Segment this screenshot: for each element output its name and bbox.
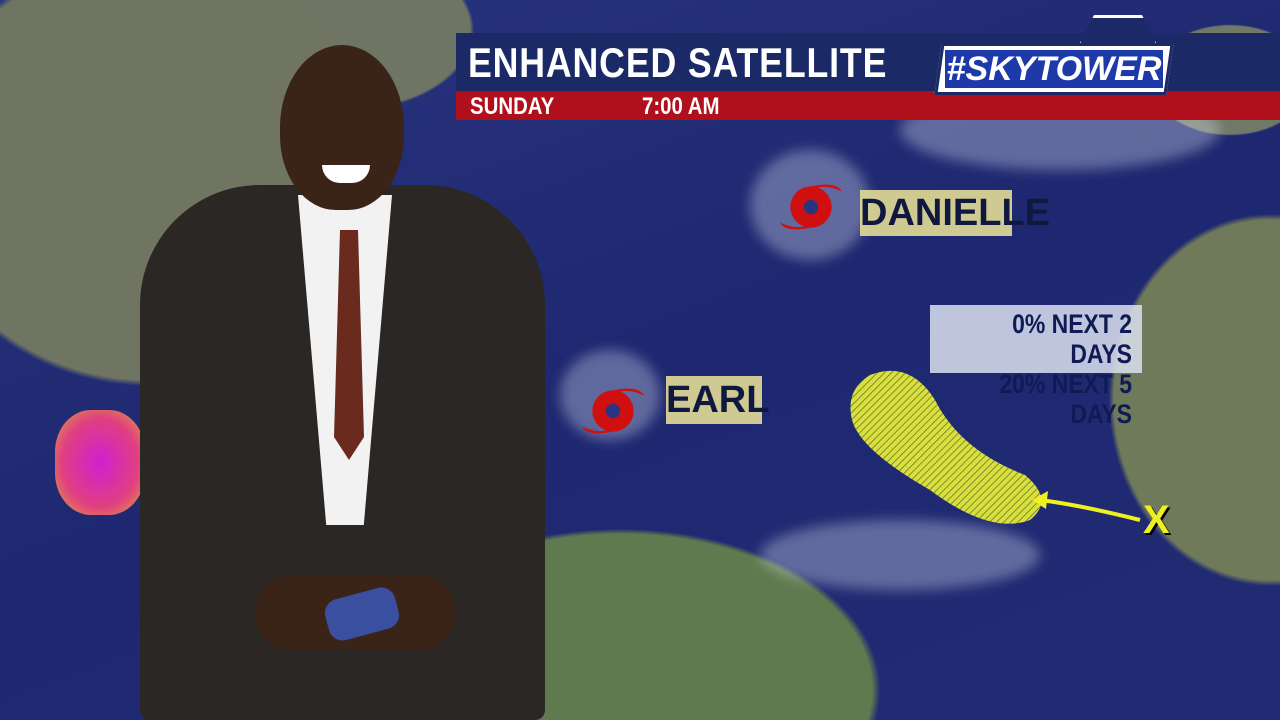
cloud <box>760 520 1040 590</box>
outlook-area <box>850 370 1141 524</box>
banner-day: SUNDAY <box>470 93 555 120</box>
outlook-marker: X <box>1143 498 1170 542</box>
head <box>280 45 404 210</box>
smile <box>322 165 370 183</box>
arrow-icon <box>1039 498 1141 522</box>
title-banner: ENHANCED SATELLITE SUNDAY 7:00 AM #SKYTO… <box>456 15 1280 120</box>
arrow-head-icon <box>1032 491 1048 509</box>
hurricane-icon <box>582 388 644 434</box>
outlook-2day: 0% NEXT 2 DAYS <box>1012 309 1132 369</box>
tie <box>334 230 364 460</box>
outlook-5day: 20% NEXT 5 DAYS <box>999 369 1132 429</box>
storm-label-earl: EARL <box>666 376 769 424</box>
banner-bottom <box>456 91 1280 120</box>
skytower-logo: #SKYTOWER <box>934 43 1174 95</box>
storm-label-danielle: DANIELLE <box>860 190 1050 236</box>
development-zone <box>850 370 1042 524</box>
hurricane-icon <box>780 184 842 230</box>
outlook-box: 0% NEXT 2 DAYS 20% NEXT 5 DAYS <box>930 305 1142 429</box>
logo-text: #SKYTOWER <box>945 50 1163 88</box>
banner-title: ENHANCED SATELLITE <box>468 39 888 86</box>
banner-time: 7:00 AM <box>642 93 720 120</box>
storm-cluster <box>55 410 145 515</box>
